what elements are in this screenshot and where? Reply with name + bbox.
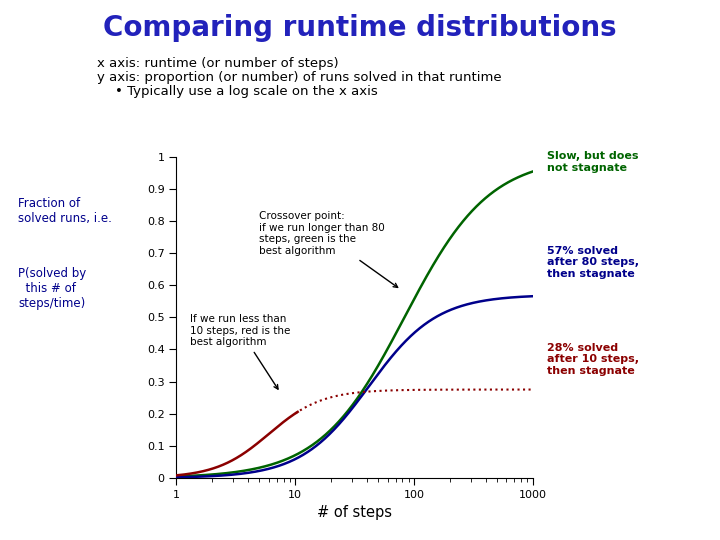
Text: Comparing runtime distributions: Comparing runtime distributions <box>103 14 617 42</box>
Text: x axis: runtime (or number of steps): x axis: runtime (or number of steps) <box>97 57 339 70</box>
X-axis label: # of steps: # of steps <box>317 505 392 520</box>
Text: P(solved by
  this # of
steps/time): P(solved by this # of steps/time) <box>18 267 86 310</box>
Text: Crossover point:
if we run longer than 80
steps, green is the
best algorithm: Crossover point: if we run longer than 8… <box>259 211 397 287</box>
Text: Fraction of
solved runs, i.e.: Fraction of solved runs, i.e. <box>18 197 112 225</box>
Text: 28% solved
after 10 steps,
then stagnate: 28% solved after 10 steps, then stagnate <box>547 343 639 376</box>
Text: 57% solved
after 80 steps,
then stagnate: 57% solved after 80 steps, then stagnate <box>547 246 639 279</box>
Text: y axis: proportion (or number) of runs solved in that runtime: y axis: proportion (or number) of runs s… <box>97 71 502 84</box>
Text: • Typically use a log scale on the x axis: • Typically use a log scale on the x axi… <box>115 85 378 98</box>
Text: If we run less than
10 steps, red is the
best algorithm: If we run less than 10 steps, red is the… <box>190 314 290 389</box>
Text: Slow, but does
not stagnate: Slow, but does not stagnate <box>547 151 639 173</box>
